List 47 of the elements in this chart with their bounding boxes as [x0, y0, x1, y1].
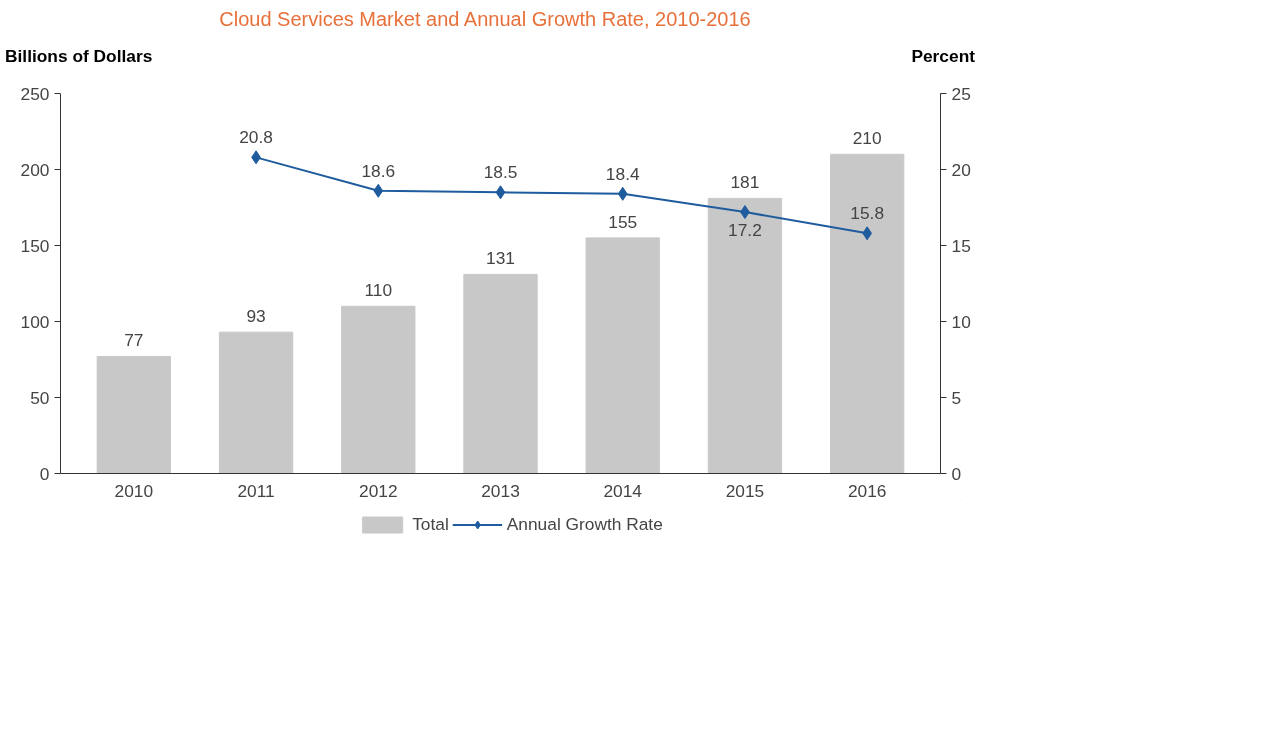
x-tick-label: 2013 — [481, 480, 520, 501]
data-label: 181 — [730, 172, 760, 193]
chart-title: Cloud Services Market and Annual Growth Rate, 2010-2016 — [219, 7, 751, 32]
y-tick-label: 200 — [20, 159, 50, 180]
y2-tick-label: 0 — [951, 463, 962, 484]
x-tick-label: 2016 — [847, 480, 887, 501]
bar — [830, 154, 905, 474]
data-label: 93 — [246, 306, 266, 327]
data-label: 20.8 — [239, 127, 273, 148]
y2-tick-label: 20 — [951, 159, 971, 180]
x-tick-label: 2014 — [603, 480, 643, 501]
legend-label: Total — [412, 513, 449, 535]
y2-tick-label: 15 — [951, 235, 971, 256]
data-label: 77 — [124, 330, 144, 351]
x-tick-label: 2012 — [359, 480, 398, 501]
y2-tick-label: 25 — [951, 83, 971, 104]
y2-tick-label: 10 — [951, 311, 971, 332]
x-tick-label: 2010 — [114, 480, 154, 501]
legend-label: Annual Growth Rate — [506, 513, 663, 535]
bar — [707, 198, 783, 474]
y-tick-label: 250 — [20, 83, 50, 104]
point — [617, 187, 628, 202]
y2-axis-title: Percent — [911, 44, 975, 68]
y-tick-label: 50 — [30, 387, 50, 408]
bar — [341, 306, 416, 474]
data-label: 18.6 — [361, 161, 396, 182]
bar — [96, 356, 171, 474]
x-tick-label: 2015 — [725, 480, 765, 501]
x-tick-label: 2011 — [237, 480, 275, 501]
y2-tick-label: 5 — [951, 387, 962, 408]
y-axis-title: Billions of Dollars — [5, 44, 153, 68]
point — [495, 185, 506, 200]
data-label: 18.5 — [483, 162, 518, 183]
y-tick-label: 0 — [39, 463, 50, 484]
bar — [585, 237, 660, 474]
data-label: 110 — [364, 280, 393, 301]
y-tick-label: 100 — [20, 311, 50, 332]
data-label: 131 — [486, 248, 515, 269]
data-label: 155 — [608, 212, 638, 233]
bar — [463, 274, 538, 474]
data-label: 210 — [852, 128, 882, 149]
data-label: 17.2 — [728, 220, 762, 241]
bar — [218, 331, 294, 474]
y-tick-label: 150 — [20, 235, 50, 256]
point — [373, 184, 384, 199]
data-label: 18.4 — [605, 164, 640, 185]
data-label: 15.8 — [850, 203, 885, 224]
